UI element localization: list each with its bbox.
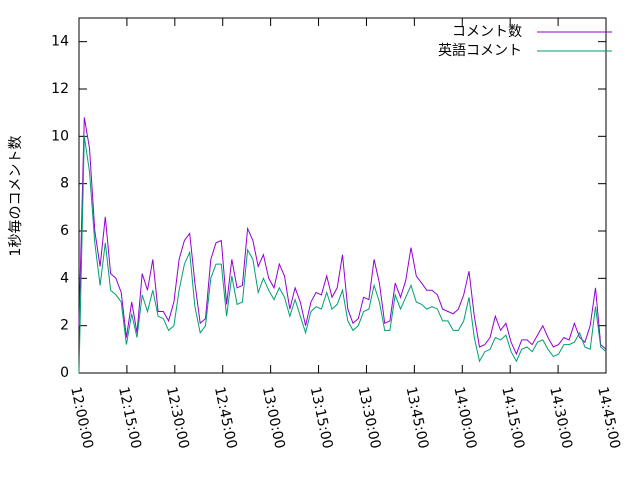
x-tick-label: 14:45:00 — [594, 385, 623, 450]
series-line — [78, 117, 607, 356]
y-tick-label: 0 — [60, 365, 69, 381]
plot-border — [78, 17, 607, 374]
legend-label: 英語コメント — [438, 42, 522, 59]
y-tick-label: 12 — [51, 81, 69, 97]
y-axis-label: 1秒毎のコメント数 — [8, 136, 24, 257]
x-tick-label: 12:00:00 — [67, 385, 96, 450]
y-tick-label: 4 — [60, 270, 69, 286]
x-tick-label: 12:45:00 — [211, 385, 240, 450]
y-tick-label: 8 — [60, 176, 69, 192]
x-tick-label: 13:15:00 — [307, 385, 336, 450]
x-tick-label: 12:30:00 — [163, 385, 192, 450]
y-tick-label: 14 — [51, 34, 69, 50]
x-tick-label: 12:15:00 — [115, 385, 144, 450]
x-tick-label: 14:30:00 — [546, 385, 575, 450]
x-tick-label: 13:45:00 — [403, 385, 432, 450]
x-tick-label: 14:00:00 — [450, 385, 479, 450]
y-tick-label: 10 — [51, 128, 69, 144]
y-tick-label: 2 — [60, 318, 69, 334]
legend-label: コメント数 — [452, 24, 522, 40]
x-tick-label: 14:15:00 — [498, 385, 527, 450]
x-tick-label: 13:00:00 — [259, 385, 288, 450]
x-tick-label: 13:30:00 — [355, 385, 384, 450]
y-tick-label: 6 — [60, 223, 69, 239]
series-line — [78, 136, 607, 374]
